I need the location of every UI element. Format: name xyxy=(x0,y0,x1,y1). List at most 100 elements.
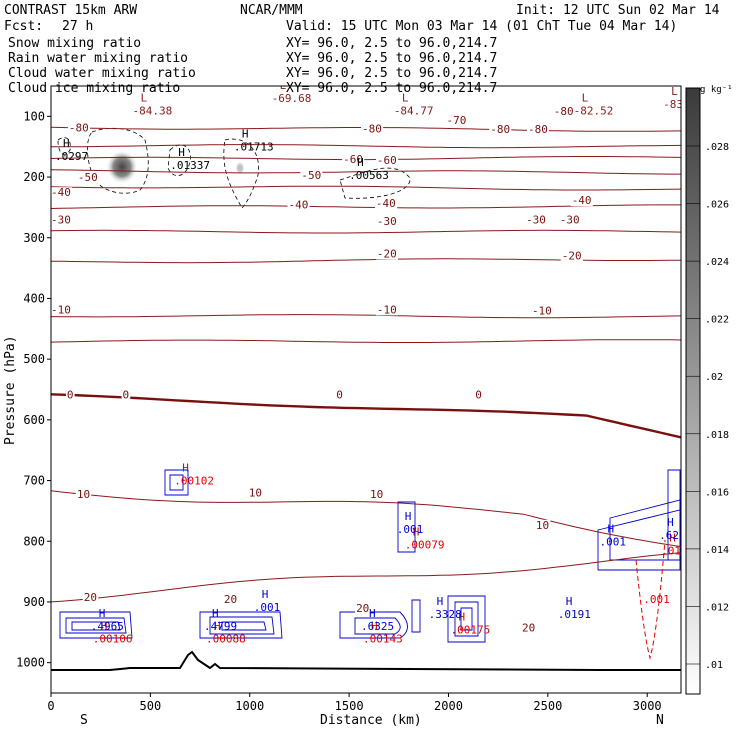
ice-contour-5 xyxy=(57,137,71,155)
extremum-marker: H xyxy=(101,619,108,632)
extremum-marker: H xyxy=(262,588,269,601)
contour-value-label: -60 xyxy=(343,153,363,166)
cloud-water-contours xyxy=(59,469,681,643)
extremum-value: .00102 xyxy=(174,475,214,488)
snow-maximum xyxy=(106,150,138,184)
y-axis: 100 200 300 400 500 600 700 800 900 1000 xyxy=(16,109,51,670)
contour-value-label: 10 xyxy=(249,487,262,500)
y-tick-label: 400 xyxy=(23,291,45,305)
extremum-value: .001 xyxy=(643,593,670,606)
contour-label-bg xyxy=(570,195,593,207)
contour-label-bg xyxy=(222,593,239,605)
field-cloudice-xy: XY= 96.0, 2.5 to 96.0,214.7 xyxy=(286,81,497,96)
extremum-marker: H xyxy=(182,462,189,475)
contour-label-bg xyxy=(355,603,371,615)
fcst-label: Fcst: xyxy=(4,19,43,34)
contour-value-label: 20 xyxy=(356,602,369,615)
contour-value-label: 0 xyxy=(123,388,130,401)
contour-label-bg xyxy=(368,488,385,500)
contour-value-label: -20 xyxy=(562,249,582,262)
field-cloudwater-name: Cloud water mixing ratio xyxy=(8,66,196,81)
contour-value-label: 20 xyxy=(522,621,535,634)
contour-label-bg xyxy=(375,248,399,260)
temperature-contour-line xyxy=(51,185,681,191)
contour-label-bg xyxy=(374,198,398,210)
contour-label-bg xyxy=(121,389,131,401)
contour-value-label: -40 xyxy=(288,198,308,211)
contour-value-label: -50 xyxy=(78,171,98,184)
contour-value-label: 0 xyxy=(475,388,482,401)
contour-value-label: -30 xyxy=(560,214,580,227)
y-tick-label: 900 xyxy=(23,595,45,609)
contour-value-label: -80 xyxy=(362,122,382,135)
contour-label-bg xyxy=(558,214,581,226)
x-tick-label: 500 xyxy=(140,699,162,713)
field-snow-xy: XY= 96.0, 2.5 to 96.0,214.7 xyxy=(286,36,497,51)
x-axis-title: Distance (km) xyxy=(320,713,422,728)
extremum-marker: H xyxy=(413,525,420,538)
colorbar-tick-label: .028 xyxy=(705,142,729,153)
extremum-value: .001 xyxy=(254,601,281,614)
field-rain-name: Rain water mixing ratio xyxy=(8,51,188,66)
extremum-value: .01337 xyxy=(170,159,210,172)
extremum-value: .6325 xyxy=(361,620,394,633)
x-tick-label: 0 xyxy=(47,699,54,713)
y-tick-label: 300 xyxy=(23,231,45,245)
contour-label-bg xyxy=(300,170,323,182)
colorbar xyxy=(685,87,701,695)
field-cloudice-name: Cloud ice mixing ratio xyxy=(8,81,180,96)
contour-label-bg xyxy=(51,214,73,226)
contour-value-label: 20 xyxy=(224,593,237,606)
plot-frame xyxy=(50,85,682,694)
colorbar-tick-label: .012 xyxy=(705,602,729,613)
extremum-value: .0297 xyxy=(55,150,88,163)
extremum-value: .01032 xyxy=(661,544,701,557)
contour-label-bg xyxy=(75,488,92,500)
contour-value-label: -10 xyxy=(377,303,397,316)
contour-value-label: 0 xyxy=(336,388,343,401)
contour-label-bg xyxy=(65,389,75,401)
extremum-marker: H xyxy=(371,619,378,632)
contour-value-label: -30 xyxy=(51,214,71,227)
contour-label-bg xyxy=(361,123,384,135)
colorbar-tick-label: .024 xyxy=(705,257,729,268)
temperature-contour-line xyxy=(51,229,681,234)
contour-value-label: -30 xyxy=(377,215,397,228)
valid-time: Valid: 15 UTC Mon 03 Mar 14 (01 ChT Tue … xyxy=(286,19,677,34)
colorbar-tick-label: .026 xyxy=(705,200,729,211)
contour-label-bg xyxy=(51,304,73,316)
rain-contour xyxy=(635,539,666,660)
contour-value-label: 20 xyxy=(84,591,97,604)
extremum-value: .00106 xyxy=(93,632,133,645)
temperature-contour-line xyxy=(51,393,681,439)
extremum-marker: H xyxy=(214,619,221,632)
colorbar-tick-label: .01 xyxy=(705,660,723,671)
temperature-contour-line xyxy=(51,339,681,343)
extremum-value: .00563 xyxy=(349,169,389,182)
south-label: S xyxy=(80,713,88,728)
init-time: Init: 12 UTC Sun 02 Mar 14 xyxy=(516,3,720,18)
field-rain-xy: XY= 96.0, 2.5 to 96.0,214.7 xyxy=(286,51,497,66)
x-tick-label: 2000 xyxy=(434,699,463,713)
extremum-marker: H xyxy=(458,610,465,623)
colorbar-tick-label: .018 xyxy=(705,430,729,441)
contour-value-label: -50 xyxy=(301,169,321,182)
extremum-marker: H xyxy=(669,531,676,544)
extremum-marker: H xyxy=(667,516,674,529)
north-label: N xyxy=(656,713,664,728)
extremum-value: .00079 xyxy=(405,538,445,551)
extremum-marker: H xyxy=(212,607,219,620)
contour-label-bg xyxy=(526,124,550,136)
contour-label-bg xyxy=(445,114,468,126)
contour-label-bg xyxy=(375,155,399,167)
y-tick-label: 200 xyxy=(23,170,45,184)
temperature-contour-line xyxy=(51,314,681,319)
extremum-value: -82.52 xyxy=(574,104,614,117)
contour-value-label: 10 xyxy=(77,488,90,501)
contour-value-label: -80 xyxy=(69,121,89,134)
ice-contour-3 xyxy=(223,138,259,209)
contour-label-bg xyxy=(530,305,554,317)
extremum-value: .4965 xyxy=(91,620,124,633)
extremum-marker: H xyxy=(178,146,185,159)
